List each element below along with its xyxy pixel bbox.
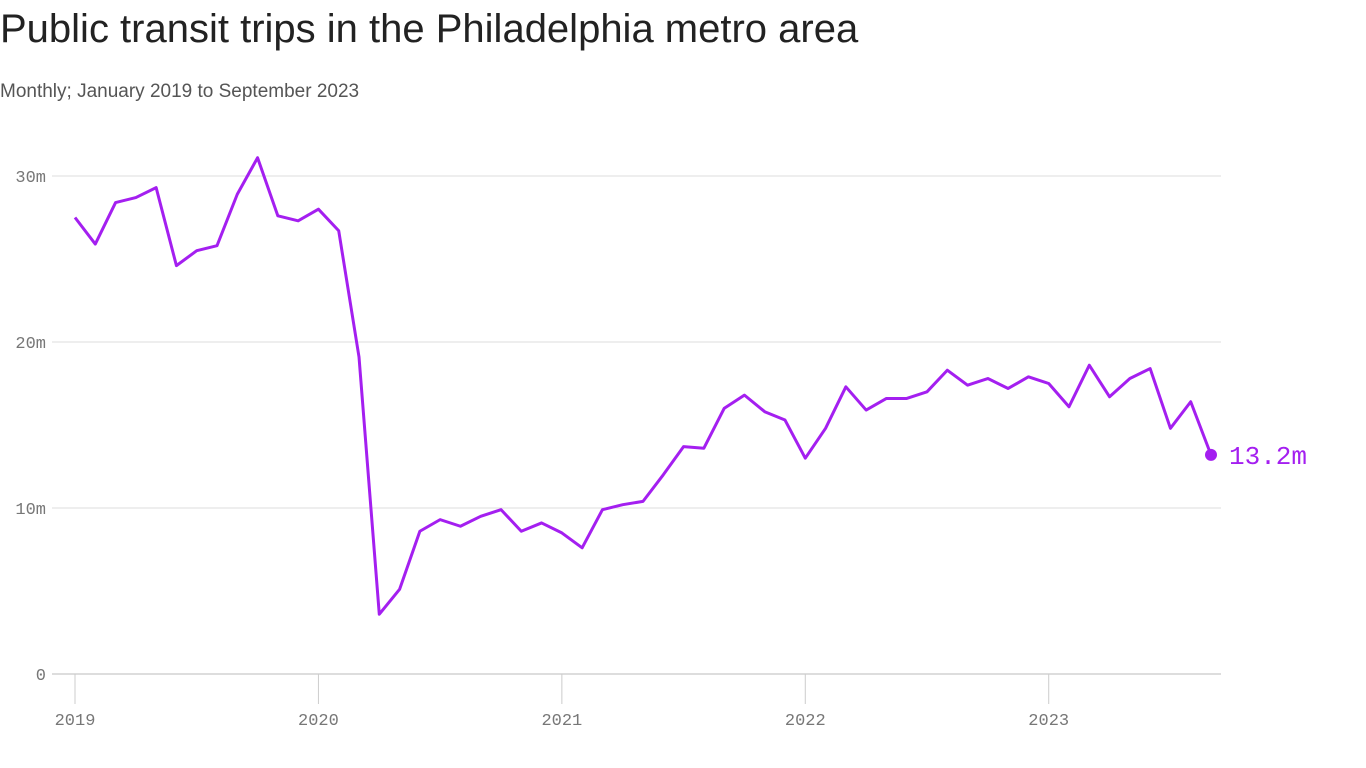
end-point	[1205, 448, 1217, 461]
x-tick-label: 2019	[55, 712, 96, 731]
x-tick-label: 2022	[785, 712, 826, 731]
x-tick-label: 2023	[1028, 712, 1069, 731]
y-tick-label: 10m	[15, 501, 46, 520]
chart-subtitle: Monthly; January 2019 to September 2023	[0, 81, 359, 102]
y-tick-label: 0	[36, 667, 46, 686]
y-tick-label: 30m	[15, 169, 46, 188]
x-tick-label: 2020	[298, 712, 339, 731]
y-tick-label: 20m	[15, 335, 46, 354]
chart-title: Public transit trips in the Philadelphia…	[0, 7, 859, 51]
series-line	[73, 156, 1213, 616]
end-label: 13.2m	[1229, 442, 1307, 472]
x-tick-label: 2021	[541, 712, 582, 731]
